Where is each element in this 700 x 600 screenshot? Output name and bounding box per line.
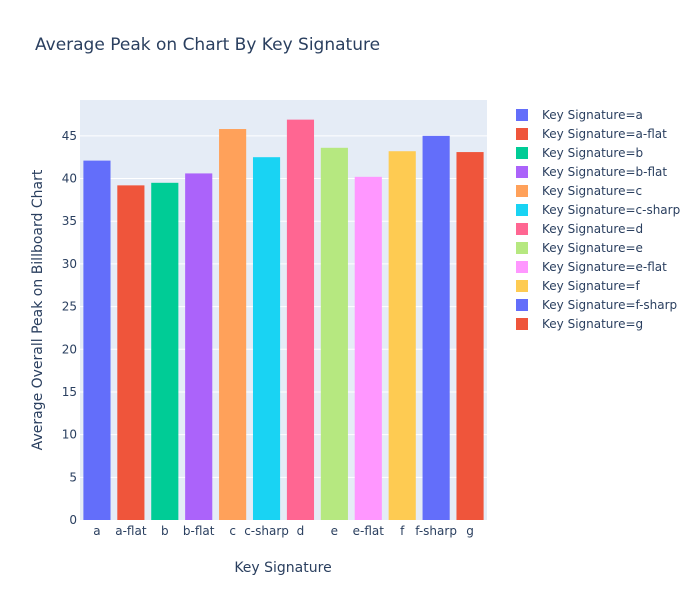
bar-b[interactable] [151,182,179,520]
legend[interactable]: Key Signature=a Key Signature=a-flat Key S… [516,108,680,331]
x-tick-label: a [93,524,100,538]
bar-f-sharp[interactable] [422,135,450,521]
legend-item[interactable]: Key Signature=d [516,222,643,236]
chart-title: Average Peak on Chart By Key Signature [35,35,380,55]
y-tick-label: 35 [62,214,77,228]
legend-item[interactable]: Key Signature=c-sharp [516,203,680,217]
legend-label: Key Signature=b [542,146,643,160]
legend-swatch [516,185,528,197]
bar-d[interactable] [286,119,315,520]
x-tick-label: c [229,524,236,538]
x-tick-label: c-sharp [244,524,289,538]
legend-label: Key Signature=g [542,317,643,331]
bar-a-flat[interactable] [117,185,145,521]
legend-label: Key Signature=c [542,184,642,198]
y-axis-title: Average Overall Peak on Billboard Chart [30,169,46,450]
x-tick-label: b [161,524,169,538]
legend-item[interactable]: Key Signature=a-flat [516,127,667,141]
legend-item[interactable]: Key Signature=g [516,317,643,331]
y-axis-ticks: 0 5 10 15 20 25 30 35 40 45 [62,129,77,527]
y-tick-label: 45 [62,129,77,143]
legend-swatch [516,223,528,235]
x-tick-label: e [331,524,338,538]
y-tick-label: 10 [62,428,77,442]
legend-swatch [516,147,528,159]
bar-b-flat[interactable] [185,173,213,521]
x-axis-ticks: a a-flat b b-flat c c-sharp d e e-flat f f-sharp g [93,524,474,538]
legend-swatch [516,204,528,216]
legend-label: Key Signature=c-sharp [542,203,680,217]
x-tick-label: e-flat [353,524,385,538]
gridlines [80,135,487,478]
legend-label: Key Signature=a-flat [542,127,667,141]
legend-item[interactable]: Key Signature=f [516,279,641,293]
bar-a[interactable] [83,160,111,521]
legend-swatch [516,261,528,273]
legend-label: Key Signature=b-flat [542,165,667,179]
legend-item[interactable]: Key Signature=c [516,184,642,198]
legend-item[interactable]: Key Signature=b [516,146,643,160]
x-tick-label: f-sharp [415,524,457,538]
legend-swatch [516,242,528,254]
y-tick-label: 30 [62,257,77,271]
legend-swatch [516,299,528,311]
bar-e[interactable] [320,147,348,520]
y-tick-label: 5 [69,470,77,484]
x-tick-label: f [400,524,405,538]
x-axis-title: Key Signature [234,560,331,576]
legend-label: Key Signature=e [542,241,643,255]
legend-swatch [516,166,528,178]
bar-f[interactable] [388,151,416,520]
legend-item[interactable]: Key Signature=a [516,108,643,122]
legend-swatch [516,128,528,140]
legend-item[interactable]: Key Signature=e [516,241,643,255]
legend-label: Key Signature=d [542,222,643,236]
legend-label: Key Signature=f [542,279,641,293]
bar-c[interactable] [219,129,247,520]
legend-item[interactable]: Key Signature=f-sharp [516,298,677,312]
y-tick-label: 0 [69,513,77,527]
bar-e-flat[interactable] [354,176,382,520]
legend-swatch [516,280,528,292]
y-tick-label: 20 [62,342,77,356]
legend-label: Key Signature=e-flat [542,260,667,274]
bar-c-sharp[interactable] [252,157,281,520]
x-tick-label: b-flat [183,524,215,538]
bars [83,119,484,521]
legend-label: Key Signature=a [542,108,643,122]
x-tick-label: g [466,524,474,538]
y-tick-label: 15 [62,385,77,399]
y-tick-label: 40 [62,172,77,186]
legend-label: Key Signature=f-sharp [542,298,677,312]
legend-item[interactable]: Key Signature=b-flat [516,165,667,179]
x-tick-label: d [297,524,305,538]
legend-swatch [516,318,528,330]
plot-area [80,100,487,520]
y-tick-label: 25 [62,300,77,314]
legend-swatch [516,109,528,121]
legend-item[interactable]: Key Signature=e-flat [516,260,667,274]
x-tick-label: a-flat [115,524,147,538]
bar-g[interactable] [456,152,484,520]
